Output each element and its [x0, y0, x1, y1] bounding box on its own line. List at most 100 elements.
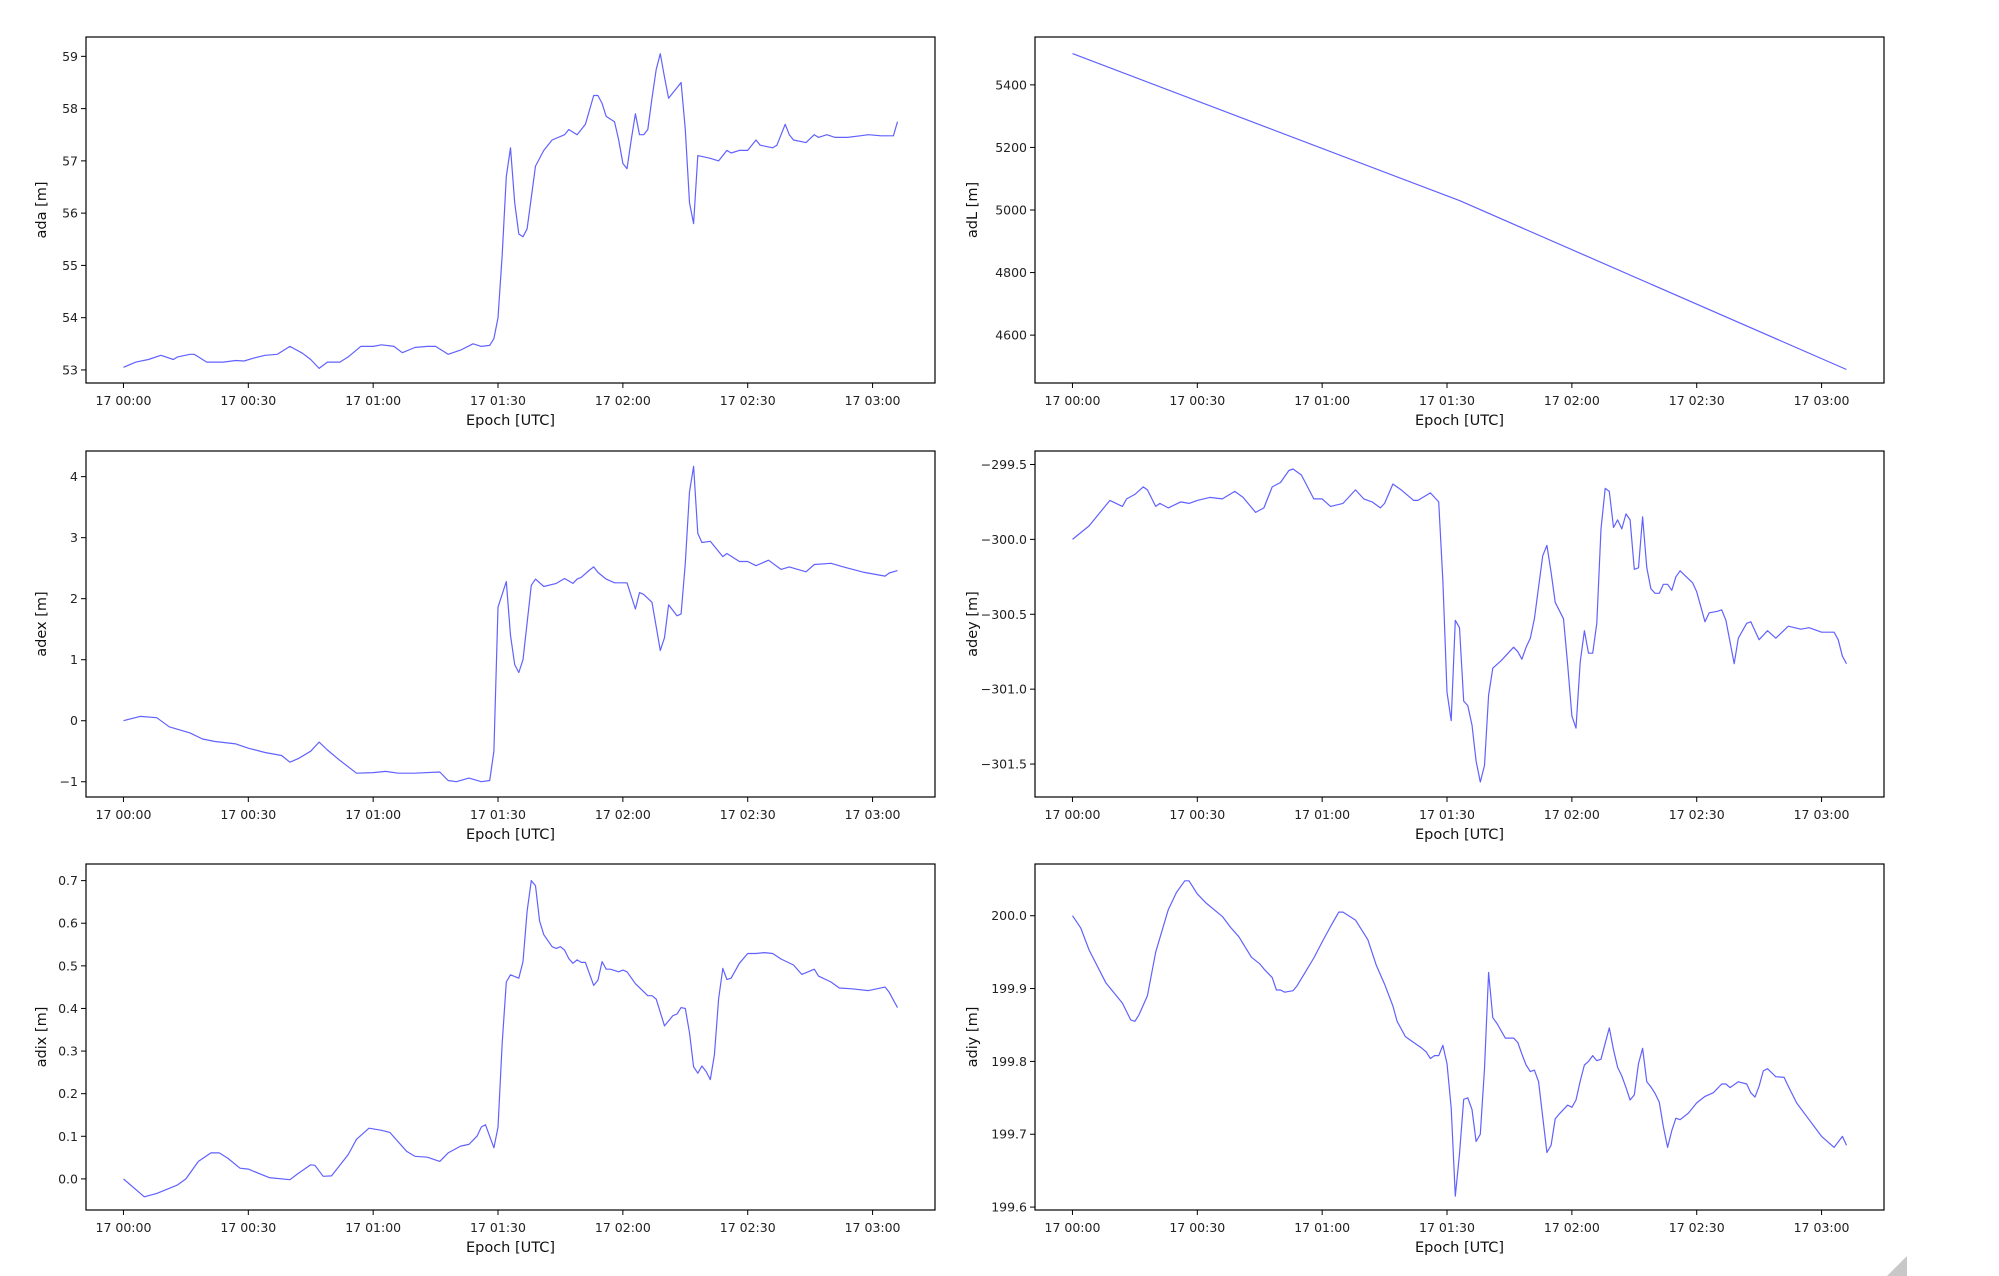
x-tick-label: 17 03:00	[845, 1220, 901, 1235]
axes-frame	[85, 36, 936, 384]
y-tick-label: −301.0	[981, 682, 1027, 697]
axes-frame	[85, 450, 936, 798]
y-tick-label: 199.9	[991, 981, 1027, 996]
x-axis-label: Epoch [UTC]	[466, 827, 555, 843]
series-line	[1072, 53, 1847, 371]
subplot-adL: 17 00:00 17 00:30 17 01:00 17 01:30 17 02:00…	[965, 36, 1885, 429]
x-tick-label: 17 00:00	[96, 807, 152, 822]
series-line	[1072, 468, 1848, 783]
x-tick-label: 17 03:00	[845, 807, 901, 822]
x-tick-label: 17 00:30	[220, 393, 276, 408]
x-tick-label: 17 03:00	[1794, 807, 1850, 822]
x-tick-label: 17 02:00	[595, 1220, 651, 1235]
y-axis-label: adey [m]	[965, 591, 981, 657]
x-tick-label: 17 00:30	[1169, 1220, 1225, 1235]
x-tick-label: 17 01:00	[1294, 1220, 1350, 1235]
x-axis-label: Epoch [UTC]	[466, 413, 555, 429]
x-tick-label: 17 02:30	[720, 807, 776, 822]
subplot-adey: 17 00:00 17 00:30 17 01:00 17 01:30 17 02:00…	[965, 450, 1885, 843]
y-tick-label: 59	[62, 49, 78, 64]
x-tick-label: 17 00:30	[1169, 393, 1225, 408]
y-axis-label: ada [m]	[34, 181, 50, 238]
y-tick-label: 1	[70, 652, 78, 667]
x-tick-label: 17 00:00	[96, 1220, 152, 1235]
x-tick-label: 17 02:30	[1669, 393, 1725, 408]
x-tick-label: 17 01:00	[345, 807, 401, 822]
y-tick-label: 0.1	[58, 1129, 78, 1144]
x-tick-label: 17 02:00	[595, 393, 651, 408]
y-axis-label: adL [m]	[965, 182, 981, 238]
y-tick-label: 199.8	[991, 1054, 1027, 1069]
x-tick-label: 17 02:30	[1669, 807, 1725, 822]
y-tick-label: 56	[62, 206, 78, 221]
y-axis-label: adex [m]	[34, 591, 50, 656]
y-tick-label: 2	[70, 591, 78, 606]
x-tick-label: 17 01:30	[470, 807, 526, 822]
x-tick-label: 17 00:00	[1045, 807, 1101, 822]
axes-frame	[1034, 450, 1885, 798]
y-tick-label: 200.0	[991, 908, 1027, 923]
subplot-adix: 17 00:00 17 00:30 17 01:00 17 01:30 17 02:00…	[34, 863, 936, 1256]
axes-frame	[1034, 863, 1885, 1211]
y-tick-label: 0.7	[58, 873, 78, 888]
y-tick-label: 3	[70, 530, 78, 545]
x-tick-label: 17 03:00	[1794, 393, 1850, 408]
x-tick-label: 17 02:30	[720, 1220, 776, 1235]
series-line	[1072, 880, 1848, 1197]
y-tick-label: 4600	[995, 328, 1027, 343]
x-tick-label: 17 01:00	[1294, 393, 1350, 408]
x-tick-label: 17 02:30	[720, 393, 776, 408]
y-tick-label: 4800	[995, 265, 1027, 280]
subplot-ada: 17 00:00 17 00:30 17 01:00 17 01:30 17 02:00…	[34, 36, 936, 429]
x-tick-label: 17 00:30	[220, 1220, 276, 1235]
y-tick-label: 0.3	[58, 1044, 78, 1059]
y-tick-label: −299.5	[981, 457, 1027, 472]
series-line	[123, 53, 899, 369]
x-tick-label: 17 01:30	[1419, 1220, 1475, 1235]
y-tick-label: 0.0	[58, 1171, 78, 1186]
y-tick-label: 199.6	[991, 1200, 1027, 1215]
y-tick-label: 199.7	[991, 1127, 1027, 1142]
y-tick-label: 0.4	[58, 1001, 78, 1016]
x-tick-label: 17 01:30	[1419, 807, 1475, 822]
x-axis-label: Epoch [UTC]	[1415, 413, 1504, 429]
y-tick-label: 58	[62, 101, 78, 116]
y-tick-label: 5200	[995, 140, 1027, 155]
x-tick-label: 17 01:30	[470, 393, 526, 408]
x-tick-label: 17 01:30	[470, 1220, 526, 1235]
series-line	[123, 880, 899, 1198]
resize-handle-icon[interactable]	[1887, 1256, 1907, 1276]
y-tick-label: 0	[70, 713, 78, 728]
x-tick-label: 17 00:30	[220, 807, 276, 822]
y-tick-label: 4	[70, 469, 78, 484]
y-tick-label: 53	[62, 362, 78, 377]
x-tick-label: 17 00:30	[1169, 807, 1225, 822]
x-tick-label: 17 01:00	[345, 1220, 401, 1235]
axes-frame	[85, 863, 936, 1211]
y-tick-label: −1	[60, 774, 78, 789]
x-axis-label: Epoch [UTC]	[1415, 1240, 1504, 1256]
x-tick-label: 17 00:00	[96, 393, 152, 408]
x-tick-label: 17 01:00	[1294, 807, 1350, 822]
x-tick-label: 17 02:30	[1669, 1220, 1725, 1235]
y-tick-label: 0.2	[58, 1086, 78, 1101]
y-axis-label: adix [m]	[34, 1007, 50, 1068]
y-tick-label: 0.6	[58, 916, 78, 931]
y-tick-label: 5400	[995, 77, 1027, 92]
x-tick-label: 17 03:00	[845, 393, 901, 408]
x-axis-label: Epoch [UTC]	[1415, 827, 1504, 843]
x-tick-label: 17 03:00	[1794, 1220, 1850, 1235]
x-tick-label: 17 02:00	[1544, 1220, 1600, 1235]
x-tick-label: 17 02:00	[1544, 807, 1600, 822]
y-tick-label: 5000	[995, 203, 1027, 218]
x-axis-label: Epoch [UTC]	[466, 1240, 555, 1256]
x-tick-label: 17 02:00	[595, 807, 651, 822]
x-tick-label: 17 00:00	[1045, 1220, 1101, 1235]
y-tick-label: 57	[62, 153, 78, 168]
axes-frame	[1034, 36, 1885, 384]
x-tick-label: 17 01:00	[345, 393, 401, 408]
subplot-adiy: 17 00:00 17 00:30 17 01:00 17 01:30 17 02:00…	[965, 863, 1885, 1256]
y-tick-label: −300.5	[981, 607, 1027, 622]
y-tick-label: 0.5	[58, 958, 78, 973]
